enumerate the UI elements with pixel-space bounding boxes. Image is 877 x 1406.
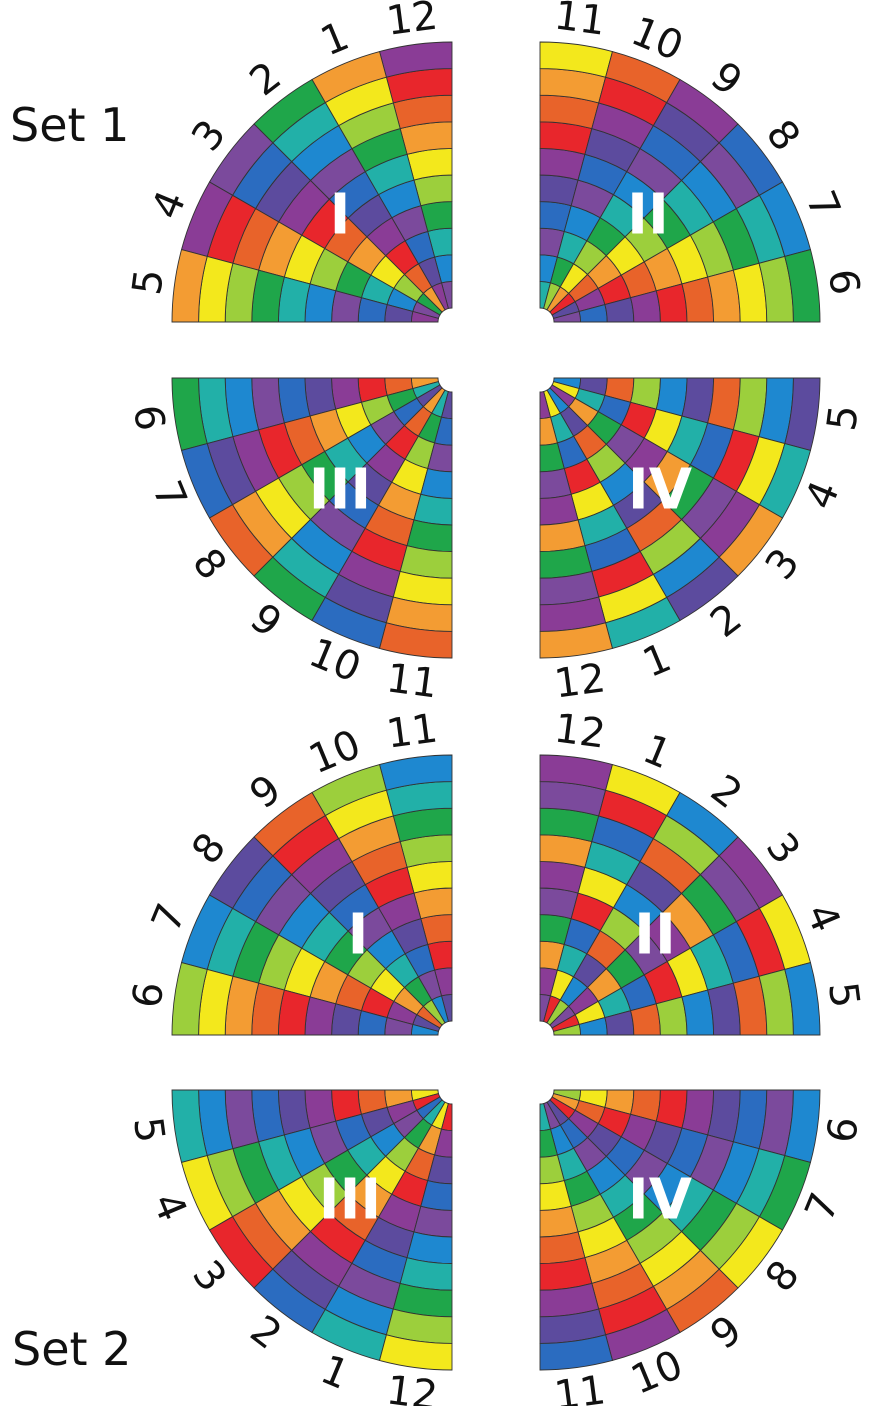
wheel-number: 7 <box>143 897 195 938</box>
wheel-number: 3 <box>183 112 235 160</box>
wheel-cell <box>539 622 614 659</box>
set-2-label: Set 2 <box>12 1322 132 1376</box>
wheel-number: 4 <box>797 897 849 938</box>
wheel-number: 12 <box>384 1367 440 1406</box>
wheel-cell <box>406 860 453 894</box>
wheel-number: 6 <box>819 1114 868 1145</box>
wheel-number: 8 <box>757 112 809 160</box>
wheel-cell <box>655 996 688 1036</box>
wheel-number: 9 <box>702 53 750 105</box>
wheel-number: 11 <box>552 0 608 45</box>
wheel-cell <box>304 283 337 323</box>
wheel-number: 2 <box>242 53 290 105</box>
wheel-number: 11 <box>384 655 440 707</box>
quadrant-label: IV <box>628 458 693 523</box>
wheel-cell <box>413 493 453 526</box>
wheel-number: 6 <box>819 266 868 297</box>
wheel-cell <box>378 1334 453 1371</box>
quadrant-label: II <box>634 903 676 968</box>
wheel-number: 3 <box>183 1252 235 1300</box>
wheel-number: 6 <box>124 979 173 1010</box>
wheel-number: 7 <box>143 475 195 516</box>
wheel-number: 1 <box>314 13 355 65</box>
wheel-cell <box>539 1205 579 1238</box>
wheel-cell <box>681 1089 715 1136</box>
wheel-number: 4 <box>143 1187 195 1228</box>
wheel-number: 11 <box>384 705 440 757</box>
wheel-number: 2 <box>702 766 750 818</box>
wheel-number: 5 <box>124 266 173 297</box>
wheel-number: 8 <box>183 825 235 873</box>
wheel-cell <box>406 147 453 181</box>
wheel-cell <box>539 147 586 181</box>
wheel-cell <box>655 283 688 323</box>
wheel-number: 1 <box>314 1347 355 1399</box>
quadrant-label: III <box>319 1168 382 1233</box>
wheel-cell <box>171 248 208 323</box>
wheel-number: 11 <box>552 1367 608 1406</box>
wheel-cell <box>413 1205 453 1238</box>
wheel-number: 12 <box>384 0 440 45</box>
wheel-number: 1 <box>637 726 678 778</box>
wheel-cell <box>539 1231 586 1265</box>
wheel-cell <box>406 1231 453 1265</box>
wheel-number: 6 <box>124 402 173 433</box>
wheel-number: 7 <box>797 184 849 225</box>
wheel-cell <box>277 276 311 323</box>
wheel-cell <box>277 1089 311 1136</box>
wheel-number: 3 <box>757 540 809 588</box>
wheel-cell <box>681 989 715 1036</box>
wheel-cell <box>171 961 208 1036</box>
wheel-cell <box>539 519 586 553</box>
wheel-number: 4 <box>797 475 849 516</box>
wheel-number: 12 <box>552 655 608 707</box>
quadrant-label: III <box>309 458 372 523</box>
quadrant-label: I <box>348 903 369 968</box>
set-1-label: Set 1 <box>10 98 130 152</box>
wheel-cell <box>277 989 311 1036</box>
wheel-number: 2 <box>702 595 750 647</box>
wheel-cell <box>681 377 715 424</box>
wheel-cell <box>378 622 453 659</box>
wheel-cell <box>539 493 579 526</box>
wheel-number: 5 <box>819 979 868 1010</box>
wheel-number: 5 <box>819 402 868 433</box>
wheel-number: 9 <box>702 1307 750 1359</box>
wheel-number: 12 <box>552 705 608 757</box>
wheel-number: 2 <box>242 1307 290 1359</box>
wheel-cell <box>784 248 821 323</box>
wheel-cell <box>277 377 311 424</box>
quadrant-label: II <box>627 183 669 248</box>
set1-wheel-iv: 5 4 321 12 IV <box>539 377 868 708</box>
quadrant-label: IV <box>628 1168 693 1233</box>
wheel-number: 9 <box>242 595 290 647</box>
quadrant-label: I <box>330 183 351 248</box>
wheel-cell <box>406 519 453 553</box>
wheel-number: 3 <box>757 825 809 873</box>
wheel-number: 8 <box>183 540 235 588</box>
wheel-number: 7 <box>797 1187 849 1228</box>
wheel-cell <box>784 961 821 1036</box>
wheel-cell <box>304 996 337 1036</box>
wheel-cell <box>539 1334 614 1371</box>
set2-wheel-iii: 5 4 321 12 III <box>124 1089 453 1406</box>
wheel-number: 1 <box>637 635 678 687</box>
wheel-cell <box>539 860 586 894</box>
wheel-number: 5 <box>124 1114 173 1145</box>
wheel-cell <box>681 276 715 323</box>
wheel-number: 8 <box>757 1252 809 1300</box>
wheel-number: 9 <box>242 766 290 818</box>
wheel-number: 4 <box>143 184 195 225</box>
